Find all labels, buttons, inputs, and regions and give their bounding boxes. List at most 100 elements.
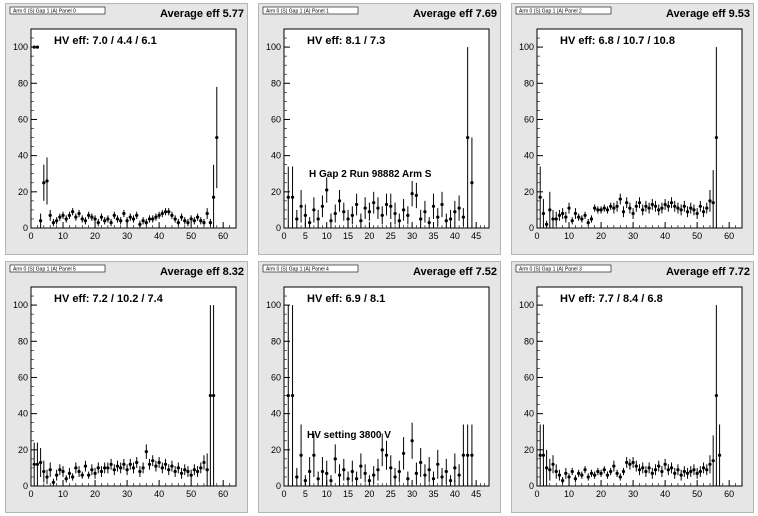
data-point — [414, 471, 418, 475]
panel-svg: Arm 0 (S) Gap 1 (A) Panel 1 Average eff 7… — [262, 6, 497, 241]
data-point — [573, 477, 578, 481]
data-point — [653, 204, 658, 208]
data-point — [427, 468, 431, 472]
histogram-title: Arm 0 (S) Gap 1 (A) Panel 2 — [519, 9, 582, 15]
data-point — [58, 215, 62, 219]
data-point — [615, 204, 619, 208]
data-point — [363, 206, 367, 210]
data-point — [325, 188, 329, 192]
data-point — [77, 469, 81, 474]
data-point — [359, 464, 363, 468]
x-tick-label: 50 — [186, 489, 196, 499]
data-point — [87, 213, 91, 217]
x-tick-label: 5 — [303, 489, 308, 499]
data-point — [163, 462, 168, 466]
data-point — [618, 197, 622, 201]
histogram-title: Arm 0 (S) Gap 1 (A) Panel 1 — [266, 9, 329, 15]
data-point — [470, 453, 474, 457]
average-eff-label: Average eff 5.77 — [160, 8, 244, 20]
plot-annotation: H Gap 2 Run 98882 Arm S — [309, 169, 432, 180]
data-point — [612, 206, 616, 210]
x-tick-label: 20 — [90, 489, 100, 499]
data-point — [431, 204, 436, 208]
x-tick-label: 0 — [534, 231, 539, 241]
data-point — [199, 466, 203, 470]
data-point — [199, 219, 203, 223]
data-point — [195, 469, 200, 474]
data-point — [389, 466, 393, 470]
x-tick-label: 10 — [58, 231, 68, 241]
x-tick-label: 60 — [724, 489, 734, 499]
data-point — [647, 206, 651, 210]
x-tick-label: 40 — [660, 231, 670, 241]
data-point — [135, 460, 139, 465]
data-point — [157, 460, 161, 465]
y-tick-label: 100 — [519, 42, 534, 52]
data-point — [189, 473, 193, 477]
data-point — [461, 453, 465, 457]
data-point — [303, 213, 307, 217]
data-point — [708, 199, 712, 203]
data-point — [208, 220, 212, 225]
data-point — [58, 468, 62, 472]
y-tick-label: 100 — [266, 300, 281, 310]
data-point — [427, 220, 431, 225]
data-point — [615, 471, 619, 475]
data-point — [676, 468, 680, 472]
data-point — [346, 477, 350, 481]
data-point — [74, 466, 78, 470]
data-point — [173, 217, 177, 221]
histogram-title-box — [9, 6, 106, 15]
data-point — [215, 135, 219, 140]
data-point — [337, 199, 342, 203]
data-point — [93, 471, 97, 475]
y-tick-label: 0 — [23, 223, 28, 233]
data-point — [545, 222, 549, 226]
data-point — [580, 217, 584, 221]
data-point — [290, 195, 295, 199]
x-tick-label: 30 — [122, 231, 132, 241]
data-point — [363, 471, 367, 475]
data-point — [621, 469, 626, 474]
data-point — [384, 202, 389, 207]
average-eff-label: Average eff 9.53 — [666, 8, 750, 20]
data-point — [605, 473, 610, 477]
y-tick-label: 20 — [18, 445, 28, 455]
data-point — [461, 215, 465, 219]
y-tick-label: 40 — [524, 151, 534, 161]
data-point — [372, 473, 376, 477]
data-point — [367, 210, 372, 214]
data-point — [628, 206, 632, 210]
data-point — [99, 469, 104, 474]
data-point — [342, 210, 346, 214]
data-point — [676, 206, 680, 210]
data-point — [631, 211, 635, 216]
hv-eff-label: HV eff: 6.8 / 10.7 / 10.8 — [560, 35, 675, 47]
data-point — [393, 211, 397, 216]
data-point — [106, 217, 110, 221]
data-point — [570, 219, 574, 223]
data-point — [183, 219, 187, 223]
data-point — [548, 208, 552, 212]
data-point — [74, 215, 78, 219]
data-point — [564, 215, 568, 219]
y-tick-label: 100 — [266, 42, 281, 52]
data-point — [157, 213, 161, 217]
x-tick-label: 60 — [218, 231, 228, 241]
x-tick-label: 45 — [471, 489, 481, 499]
x-tick-label: 10 — [564, 231, 574, 241]
data-point — [669, 201, 674, 205]
data-point — [192, 219, 196, 223]
data-point — [660, 469, 664, 474]
data-point — [698, 204, 702, 208]
x-tick-label: 20 — [364, 489, 374, 499]
data-point — [666, 468, 670, 472]
x-tick-label: 40 — [154, 489, 164, 499]
x-tick-label: 0 — [281, 231, 286, 241]
data-point — [286, 393, 290, 398]
data-point — [170, 213, 174, 217]
y-tick-label: 60 — [18, 114, 28, 124]
data-point — [202, 220, 206, 225]
data-point — [557, 213, 562, 217]
y-tick-label: 60 — [271, 114, 281, 124]
